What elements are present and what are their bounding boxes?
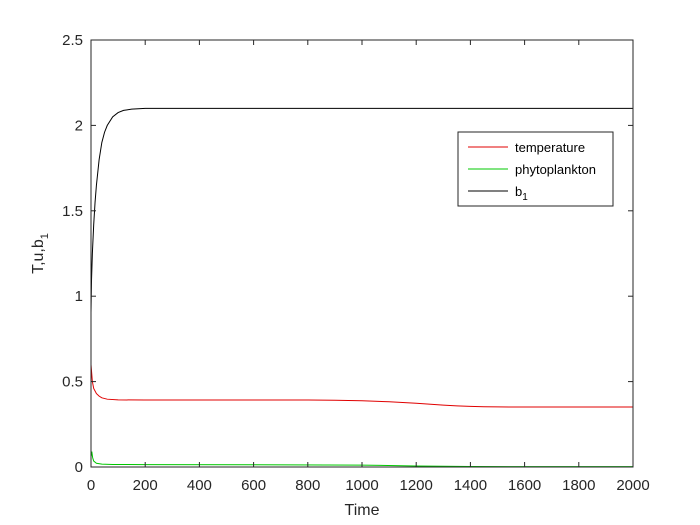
legend-label-b: b1 <box>515 184 528 203</box>
legend: temperature phytoplankton b1 <box>457 131 614 207</box>
ticks-layer: 0 200 400 600 800 1000 1200 1400 1600 1800 2000 0 0.… <box>62 32 650 494</box>
legend-label-temperature: temperature <box>515 140 585 155</box>
y-axis-title: T,u,b1 <box>30 233 51 274</box>
series-line-phytoplankton <box>91 451 633 467</box>
x-tick-label: 1000 <box>345 477 378 494</box>
x-tick-label: 400 <box>187 477 212 494</box>
x-tick-label: 1600 <box>508 477 541 494</box>
y-tick-label: 2 <box>75 117 83 134</box>
x-tick-label: 0 <box>87 477 95 494</box>
y-tick-label: 0.5 <box>62 374 83 391</box>
y-tick-label: 1.5 <box>62 203 83 220</box>
y-tick-label: 2.5 <box>62 32 83 49</box>
x-tick-label: 2000 <box>616 477 649 494</box>
legend-items: temperature phytoplankton b1 <box>468 140 596 203</box>
x-tick-label: 1400 <box>454 477 487 494</box>
series-line-b <box>91 107 633 314</box>
svg-text:T,u,b1: T,u,b1 <box>30 233 51 274</box>
y-axis-title-subscript: 1 <box>39 233 51 239</box>
series-layer <box>91 107 633 467</box>
y-axis-title-main: T,u,b <box>30 239 47 274</box>
series-line-temperature <box>91 364 633 408</box>
x-tick-label: 1200 <box>400 477 433 494</box>
y-tick-label: 1 <box>75 288 83 305</box>
x-axis-title: Time <box>345 502 380 519</box>
x-tick-label: 600 <box>241 477 266 494</box>
x-tick-label: 800 <box>295 477 320 494</box>
legend-label-phytoplankton: phytoplankton <box>515 162 596 177</box>
x-tick-label: 200 <box>133 477 158 494</box>
y-tick-label: 0 <box>75 459 83 476</box>
x-tick-label: 1800 <box>562 477 595 494</box>
plot-area <box>91 40 633 467</box>
